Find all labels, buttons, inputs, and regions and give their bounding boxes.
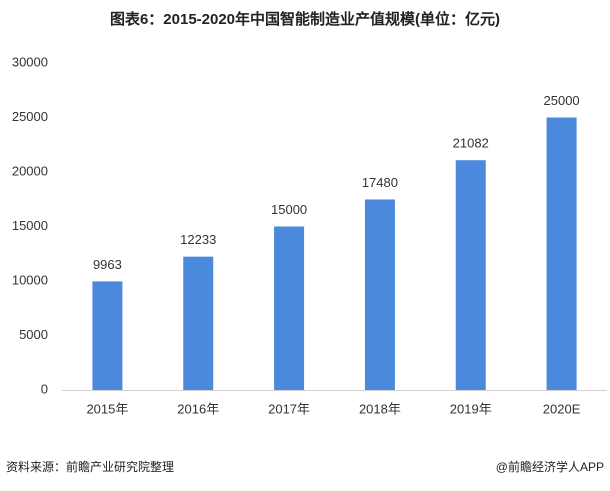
bar	[183, 256, 214, 390]
bar	[546, 117, 577, 390]
y-tick-label: 30000	[12, 54, 48, 69]
source-note: 资料来源：前瞻产业研究院整理	[6, 459, 174, 474]
y-tick-label: 20000	[12, 163, 48, 178]
x-tick-label: 2017年	[268, 401, 310, 416]
bar	[364, 199, 395, 390]
data-label: 25000	[544, 93, 580, 108]
chart-title: 图表6：2015-2020年中国智能制造业产值规模(单位：亿元)	[110, 10, 500, 28]
x-tick-label: 2018年	[359, 401, 401, 416]
data-label: 15000	[271, 202, 307, 217]
y-tick-label: 5000	[19, 327, 48, 342]
y-tick-label: 0	[41, 381, 48, 396]
data-label: 21082	[453, 136, 489, 151]
y-tick-label: 25000	[12, 109, 48, 124]
data-label: 9963	[93, 257, 122, 272]
bar	[92, 281, 123, 390]
x-tick-label: 2016年	[177, 401, 219, 416]
y-tick-label: 10000	[12, 272, 48, 287]
x-tick-label: 2015年	[86, 401, 128, 416]
x-tick-label: 2019年	[450, 401, 492, 416]
bar	[455, 160, 486, 390]
x-tick-label: 2020E	[543, 401, 581, 416]
data-label: 17480	[362, 175, 398, 190]
data-label: 12233	[180, 232, 216, 247]
bar	[274, 226, 305, 390]
credit: @前瞻经济学人APP	[496, 459, 604, 474]
y-tick-label: 15000	[12, 218, 48, 233]
